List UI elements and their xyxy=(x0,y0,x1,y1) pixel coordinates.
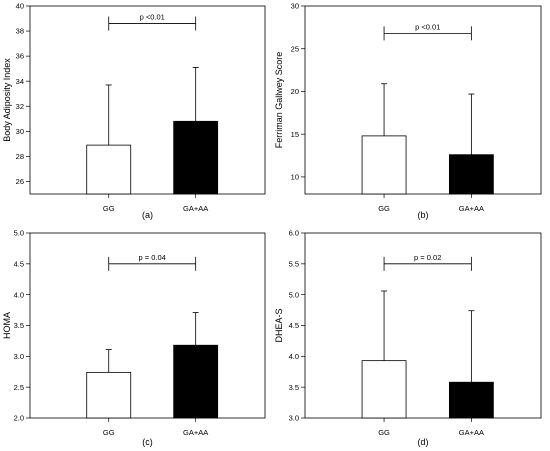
y-axis-label: DHEA-S xyxy=(274,308,284,342)
bar-ga-aa xyxy=(173,120,219,195)
y-tick-label: 4.5 xyxy=(14,259,24,268)
bar-ga-aa xyxy=(448,381,494,419)
y-tick-label: 3.5 xyxy=(14,321,24,330)
significance-label: p <0.01 xyxy=(415,22,440,31)
y-tick-label: 5.5 xyxy=(289,259,299,268)
panel-label: (a) xyxy=(142,210,153,220)
panel-label: (b) xyxy=(418,210,429,220)
category-label: GG xyxy=(103,204,115,213)
y-tick-label: 10 xyxy=(291,173,299,182)
panel-label: (c) xyxy=(142,437,153,447)
bar-gg xyxy=(361,135,407,195)
bar-gg xyxy=(86,371,132,419)
y-tick-label: 3.0 xyxy=(289,414,299,423)
chart-panel-a: 26 28 30 32 34 36 38 40 Body Adiposity Index GG GA… xyxy=(2,2,266,220)
y-tick-label: 3.5 xyxy=(289,383,299,392)
y-tick-label: 40 xyxy=(16,2,24,11)
y-tick-label: 30 xyxy=(291,2,299,11)
bar-ga-aa xyxy=(448,154,494,195)
bar-gg xyxy=(86,144,132,195)
category-label: GA+AA xyxy=(459,204,484,213)
plot-frame xyxy=(29,5,266,195)
y-tick-label: 25 xyxy=(291,44,299,53)
chart-panel-c: 2.0 2.5 3.0 3.5 4.0 4.5 5.0 HOMA GG GA+AA p = 0.04… xyxy=(2,229,266,447)
y-axis-label: HOMA xyxy=(2,312,12,339)
chart-panel-d: 3.0 3.5 4.0 4.5 5.0 5.5 6.0 DHEA-S GG GA+AA p = 0.… xyxy=(274,229,542,447)
category-label: GA+AA xyxy=(183,428,208,437)
y-tick-label: 6.0 xyxy=(289,229,299,238)
y-tick-label: 15 xyxy=(291,130,299,139)
y-tick-label: 5.0 xyxy=(14,229,24,238)
y-tick-label: 38 xyxy=(16,27,24,36)
bar-gg xyxy=(361,360,407,419)
y-tick-label: 2.0 xyxy=(14,414,24,423)
chart-panel-b: 10 15 20 25 30 Ferriman Gallwey Score GG GA+AA p… xyxy=(274,2,542,220)
category-label: GA+AA xyxy=(183,204,208,213)
category-label: GG xyxy=(378,428,390,437)
y-tick-label: 4.0 xyxy=(289,352,299,361)
y-axis-label: Ferriman Gallwey Score xyxy=(274,52,284,149)
y-tick-label: 5.0 xyxy=(289,290,299,299)
significance-label: p = 0.02 xyxy=(414,253,441,262)
y-tick-label: 36 xyxy=(16,52,24,61)
significance-label: p = 0.04 xyxy=(139,253,166,262)
y-tick-label: 2.5 xyxy=(14,383,24,392)
y-tick-label: 20 xyxy=(291,87,299,96)
category-label: GA+AA xyxy=(459,428,484,437)
plot-frame xyxy=(304,5,542,195)
y-tick-label: 30 xyxy=(16,127,24,136)
significance-label: p <0.01 xyxy=(140,13,165,22)
category-label: GG xyxy=(378,204,390,213)
y-axis-label: Body Adiposity Index xyxy=(2,58,12,142)
category-label: GG xyxy=(103,428,115,437)
y-tick-label: 4.0 xyxy=(14,290,24,299)
y-tick-label: 4.5 xyxy=(289,321,299,330)
y-tick-label: 34 xyxy=(16,77,24,86)
bar-ga-aa xyxy=(173,344,219,419)
y-tick-label: 3.0 xyxy=(14,352,24,361)
y-tick-label: 32 xyxy=(16,102,24,111)
y-tick-label: 26 xyxy=(16,177,24,186)
panel-label: (d) xyxy=(418,437,429,447)
y-tick-label: 28 xyxy=(16,152,24,161)
